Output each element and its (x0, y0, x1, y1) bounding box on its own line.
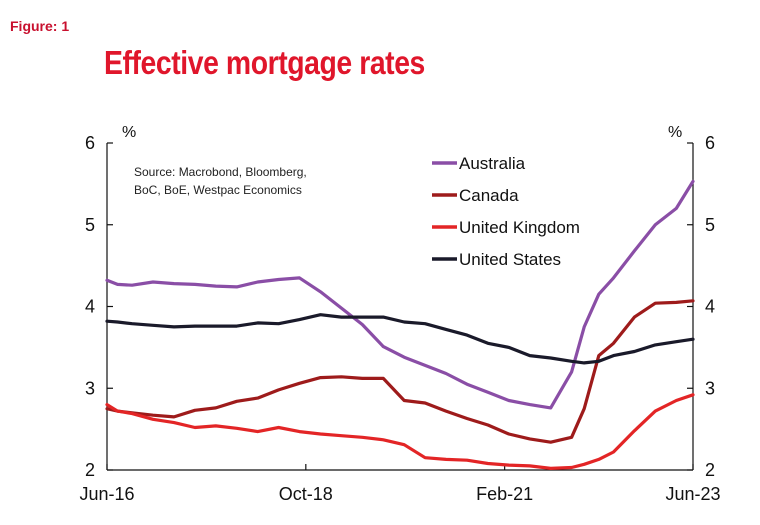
y-tick-label-left: 3 (85, 378, 95, 398)
y-tick-label-right: 2 (705, 460, 715, 480)
y-ticks: 2 2 3 3 4 4 5 5 6 6 (85, 133, 715, 480)
series-line-united-states (105, 313, 695, 365)
x-tick-label: Feb-21 (476, 484, 533, 504)
x-tick-label: Jun-16 (79, 484, 134, 504)
series-lines (105, 179, 695, 470)
y-tick-label-left: 4 (85, 297, 95, 317)
x-tick-label: Oct-18 (279, 484, 333, 504)
y-tick-label-left: 5 (85, 215, 95, 235)
source-line-1: Source: Macrobond, Bloomberg, (134, 165, 307, 179)
y-tick-label-right: 3 (705, 378, 715, 398)
series-line-australia (105, 179, 695, 410)
figure-label: Figure: 1 (10, 18, 70, 34)
legend-label: Canada (459, 186, 519, 205)
y-tick-label-left: 2 (85, 460, 95, 480)
legend-label: United States (459, 250, 561, 269)
legend-label: Australia (459, 154, 526, 173)
y-unit-left: % (122, 124, 136, 141)
y-unit-right: % (668, 124, 682, 141)
x-tick-label: Jun-23 (665, 484, 720, 504)
y-tick-label-left: 6 (85, 133, 95, 153)
series-line-canada (105, 299, 695, 444)
x-ticks: Jun-16 Oct-18 Feb-21 Jun-23 (79, 464, 721, 504)
y-tick-label-right: 5 (705, 215, 715, 235)
chart-title: Effective mortgage rates (104, 44, 425, 81)
legend-label: United Kingdom (459, 218, 580, 237)
source-line-2: BoC, BoE, Westpac Economics (134, 183, 302, 197)
y-tick-label-right: 4 (705, 297, 715, 317)
y-tick-label-right: 6 (705, 133, 715, 153)
legend: Australia Canada United Kingdom United Stat… (432, 154, 580, 269)
series-line-united-kingdom (105, 393, 695, 470)
